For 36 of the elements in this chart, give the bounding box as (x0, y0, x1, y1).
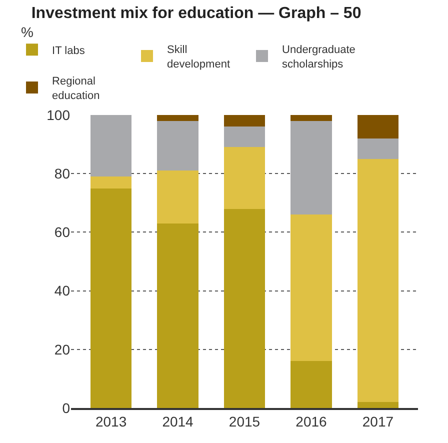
bar (157, 120, 198, 171)
bar (290, 214, 332, 362)
x-tick-label: 2013 (95, 414, 127, 430)
text: % (21, 24, 34, 40)
bar (157, 170, 198, 224)
legend-label: Undergraduate scholarships (282, 44, 356, 70)
y-tick-label: 40 (54, 282, 70, 299)
bar (290, 361, 332, 408)
x-tick-label: 2015 (228, 414, 260, 430)
bar (90, 176, 132, 188)
legend-label: Skill development (167, 44, 230, 70)
bar (157, 115, 198, 121)
x-tick-label: 2014 (162, 414, 194, 430)
chart-title: Investment mix for education — Graph – 50 (31, 4, 362, 22)
bar (224, 147, 266, 209)
bar (290, 115, 332, 121)
bar (157, 223, 198, 408)
y-tick-label: 80 (54, 166, 70, 182)
bar (224, 208, 266, 408)
y-tick-label: 0 (62, 400, 70, 416)
y-tick-label: 60 (54, 224, 70, 240)
bar (224, 126, 266, 148)
bar (90, 188, 132, 408)
bar (290, 120, 332, 215)
bar (357, 115, 399, 138)
legend-label: IT labs (52, 44, 86, 57)
legend-label: Regional education (52, 76, 100, 102)
bar (357, 138, 399, 159)
x-tick-label: 2016 (296, 414, 328, 430)
bar (90, 115, 132, 177)
bar (357, 402, 399, 408)
bar (357, 158, 399, 402)
bar (224, 115, 266, 127)
y-tick-label: 100 (46, 106, 70, 123)
x-tick-label: 2017 (362, 414, 394, 430)
y-tick-label: 20 (54, 341, 70, 358)
